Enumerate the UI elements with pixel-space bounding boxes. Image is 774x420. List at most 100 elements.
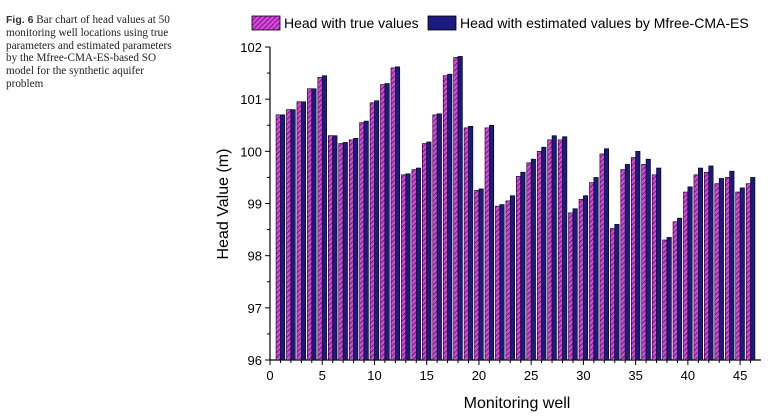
bar-true-value [536, 151, 542, 361]
bar-true-value [422, 143, 428, 361]
bar-true-value [296, 101, 302, 361]
bar-estimated-value [311, 88, 317, 361]
x-tick-label: 20 [472, 368, 486, 383]
bar-estimated-value [583, 195, 589, 361]
bar-true-value [578, 199, 584, 361]
bar-true-value [380, 84, 386, 361]
bar-estimated-value [457, 56, 463, 361]
x-tick-label: 0 [266, 368, 273, 383]
figure-caption: Fig. 6 Bar chart of head values at 50 mo… [6, 14, 182, 91]
bar-true-value [432, 114, 438, 361]
bar-true-value [589, 182, 595, 361]
x-tick-label: 5 [319, 368, 326, 383]
x-axis-label: Monitoring well [464, 395, 571, 412]
bar-true-value [327, 135, 333, 361]
bar-estimated-value [687, 186, 693, 361]
bar-estimated-value [718, 178, 724, 361]
bar-true-value [453, 57, 459, 361]
y-tick-label: 102 [240, 40, 262, 55]
bar-estimated-value [415, 167, 421, 361]
bar-estimated-value [468, 125, 474, 361]
bar-true-value [369, 102, 375, 361]
bar-estimated-value [363, 120, 369, 361]
bar-estimated-value [593, 177, 599, 361]
y-tick-label: 100 [240, 144, 262, 159]
bar-true-value [599, 153, 605, 361]
bar-estimated-value [395, 66, 401, 361]
legend-label: Head with estimated values by Mfree-CMA-… [460, 15, 749, 31]
bar-estimated-value [562, 136, 568, 361]
bar-estimated-value [530, 158, 536, 361]
bar-true-value [526, 162, 532, 361]
bar-estimated-value [739, 187, 745, 361]
y-tick-label: 97 [248, 301, 262, 316]
bar-estimated-value [666, 237, 672, 361]
bar-estimated-value [280, 114, 286, 361]
bar-estimated-value [384, 83, 390, 361]
bar-estimated-value [447, 73, 453, 361]
bar-estimated-value [541, 146, 547, 361]
y-tick-label: 96 [248, 353, 262, 368]
bar-estimated-value [603, 148, 609, 361]
y-tick-label: 99 [248, 197, 262, 212]
bar-estimated-value [290, 109, 296, 361]
bar-true-value [568, 212, 574, 361]
bar-true-value [390, 67, 396, 361]
bar-estimated-value [635, 151, 641, 361]
legend-swatch [251, 15, 281, 31]
bar-true-value [693, 174, 699, 361]
bar-true-value [474, 190, 480, 361]
bar-estimated-value [321, 75, 327, 361]
x-tick-label: 10 [367, 368, 381, 383]
bar-estimated-value [426, 141, 432, 361]
bar-estimated-value [332, 135, 338, 361]
bar-estimated-value [520, 171, 526, 361]
bar-estimated-value [750, 177, 756, 361]
bar-estimated-value [489, 124, 495, 361]
bar-true-value [683, 191, 689, 361]
bar-estimated-value [708, 165, 714, 361]
bar-true-value [516, 176, 522, 361]
bar-true-value [338, 143, 344, 361]
bar-estimated-value [656, 167, 662, 361]
x-tick-label: 25 [524, 368, 538, 383]
bar-true-value [495, 205, 501, 361]
bar-true-value [401, 174, 407, 361]
bar-true-value [610, 228, 616, 361]
bar-true-value [359, 122, 365, 361]
bar-true-value [724, 177, 730, 361]
bar-estimated-value [677, 217, 683, 361]
x-tick-label: 35 [628, 368, 642, 383]
bar-true-value [505, 200, 511, 361]
bar-true-value [442, 75, 448, 361]
bar-true-value [275, 114, 281, 361]
bar-estimated-value [614, 224, 620, 361]
x-tick-label: 40 [681, 368, 695, 383]
bar-true-value [704, 171, 710, 361]
bar-true-value [307, 88, 313, 361]
bar-estimated-value [509, 195, 515, 361]
bar-estimated-value [301, 101, 307, 361]
bar-estimated-value [551, 135, 557, 361]
x-tick-label: 45 [733, 368, 747, 383]
caption-text: Bar chart of head values at 50 monitorin… [6, 14, 172, 90]
bar-true-value [411, 169, 417, 361]
bar-estimated-value [374, 100, 380, 361]
bar-true-value [620, 169, 626, 361]
bar-true-value [662, 239, 668, 361]
bar-true-value [348, 139, 354, 361]
bar-true-value [557, 139, 563, 361]
bar-true-value [714, 183, 720, 361]
figure-label: Fig. 6 [6, 14, 34, 26]
y-tick-label: 98 [248, 249, 262, 264]
bar-true-value [735, 191, 741, 361]
x-tick-label: 15 [419, 368, 433, 383]
x-tick-label: 30 [576, 368, 590, 383]
bar-true-value [651, 174, 657, 361]
bar-estimated-value [405, 173, 411, 361]
bar-true-value [484, 127, 490, 361]
bar-true-value [672, 221, 678, 361]
y-tick-label: 101 [240, 92, 262, 107]
bar-estimated-value [342, 142, 348, 361]
bar-estimated-value [353, 137, 359, 361]
